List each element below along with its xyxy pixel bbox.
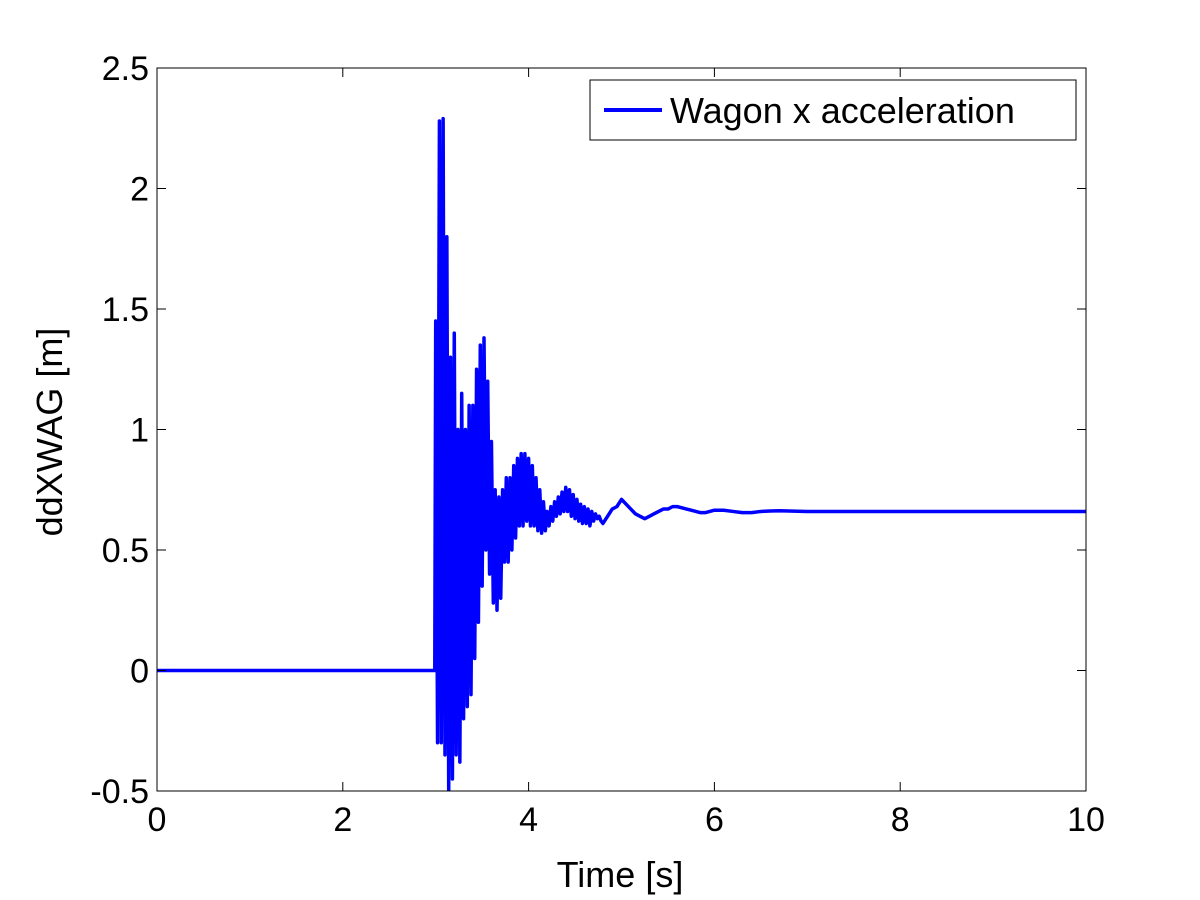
series-line-0 <box>157 116 1086 791</box>
y-tick-label: 0.5 <box>102 532 149 570</box>
y-tick-label: 1.5 <box>102 291 149 329</box>
legend: Wagon x acceleration <box>589 79 1077 141</box>
x-tick-label: 10 <box>1067 801 1105 839</box>
y-axis-label: ddXWAG [m] <box>29 328 70 537</box>
x-tick-label: 2 <box>333 801 352 839</box>
x-tick-label: 0 <box>148 801 167 839</box>
y-tick-label: 1 <box>130 412 149 450</box>
legend-box <box>589 79 1077 141</box>
x-tick-label: 6 <box>705 801 724 839</box>
y-tick-label: -0.5 <box>90 773 149 811</box>
ticks: 0 2 4 6 8 10-0.500.511.522.5 <box>90 50 1105 839</box>
y-tick-label: 0 <box>130 653 149 691</box>
x-tick-label: 8 <box>891 801 910 839</box>
y-tick-label: 2 <box>130 171 149 209</box>
x-tick-label: 4 <box>519 801 538 839</box>
x-axis-label: Time [s] <box>557 854 684 895</box>
y-tick-label: 2.5 <box>102 50 149 88</box>
plot-area <box>157 116 1086 791</box>
legend-label: Wagon x acceleration <box>670 90 1015 131</box>
